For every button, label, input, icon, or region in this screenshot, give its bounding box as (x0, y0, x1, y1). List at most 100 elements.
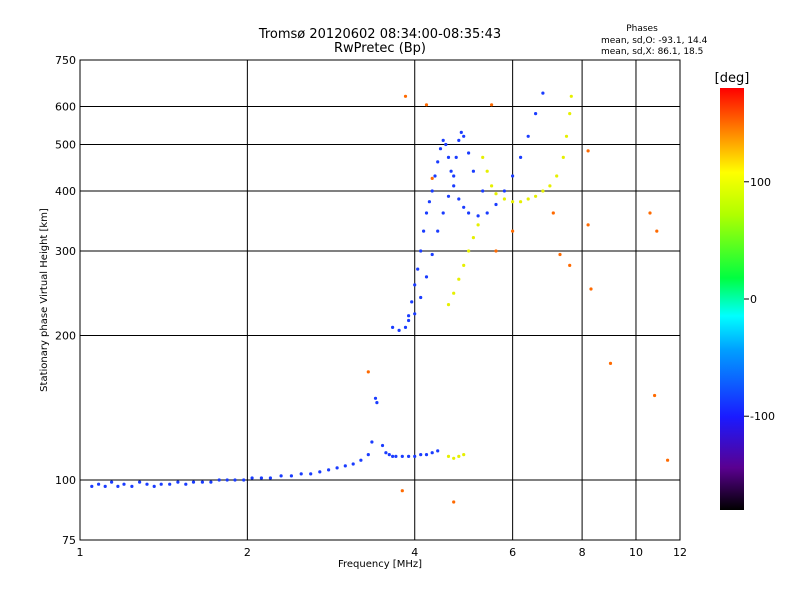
data-point (268, 476, 272, 480)
data-point (413, 312, 417, 316)
data-point (413, 454, 417, 458)
data-point (564, 134, 569, 138)
stats-heading: Phases (626, 24, 658, 34)
y-tick-label: 75 (62, 534, 76, 547)
data-point (259, 476, 263, 480)
data-point (299, 472, 303, 476)
x-axis-label: Frequency [MHz] (338, 559, 422, 570)
data-point (446, 194, 451, 198)
data-point (403, 325, 408, 329)
plot-frame (79, 59, 681, 541)
data-point (335, 466, 339, 470)
data-point (138, 480, 142, 484)
data-point (444, 142, 448, 147)
data-point (176, 480, 180, 484)
data-point (454, 155, 458, 159)
data-point (438, 147, 443, 151)
data-point (309, 472, 313, 476)
data-point (494, 192, 498, 196)
data-point (555, 174, 559, 178)
data-point (457, 454, 461, 458)
y-tick-label: 750 (55, 54, 76, 67)
data-point (410, 300, 414, 304)
data-point (419, 453, 423, 457)
data-point (391, 454, 395, 458)
data-point (476, 223, 480, 227)
grid (80, 60, 680, 540)
data-point (209, 480, 213, 484)
colorbar-tick-label: 0 (750, 293, 757, 306)
colorbar-ticks: 100 0 -100 (744, 176, 775, 423)
data-point (459, 130, 463, 134)
data-point (569, 94, 573, 98)
data-point (586, 149, 590, 153)
data-point (551, 211, 555, 215)
data-point (494, 202, 498, 207)
data-point (586, 223, 590, 227)
data-point (419, 295, 423, 300)
colorbar (720, 88, 744, 510)
data-point (457, 277, 461, 281)
data-point (471, 169, 475, 173)
data-point (384, 451, 388, 455)
data-point (608, 361, 613, 365)
data-point (561, 155, 565, 159)
data-point (366, 370, 370, 374)
data-point (394, 454, 398, 458)
x-tick-label: 1 (77, 546, 84, 559)
data-point (666, 458, 670, 462)
data-point (548, 184, 552, 188)
data-point (476, 214, 480, 218)
data-point (373, 396, 378, 400)
data-point (424, 453, 429, 457)
data-point (433, 174, 437, 178)
data-point (436, 229, 440, 233)
data-point (200, 480, 204, 484)
data-point (122, 482, 126, 486)
data-point (510, 229, 515, 233)
data-point (375, 401, 379, 405)
data-point (343, 464, 347, 468)
data-point (184, 482, 188, 486)
data-point (217, 478, 221, 482)
data-point (534, 112, 538, 116)
y-tick-label: 100 (55, 474, 76, 487)
data-point (430, 176, 434, 180)
data-point (168, 482, 172, 486)
data-point (407, 314, 411, 318)
data-point (436, 160, 440, 164)
colorbar-label: [deg] (715, 71, 750, 86)
data-point (318, 470, 322, 474)
data-point (485, 211, 489, 215)
data-point (233, 478, 237, 482)
data-point (510, 200, 515, 204)
data-point (427, 200, 431, 204)
data-point (446, 454, 451, 458)
data-point (430, 451, 434, 455)
data-point (494, 249, 498, 253)
data-point (366, 453, 370, 457)
y-tick-label: 500 (55, 139, 76, 152)
data-point (519, 155, 523, 159)
data-point (407, 318, 411, 323)
data-point (462, 134, 466, 138)
data-point (351, 462, 355, 466)
data-point (655, 229, 659, 233)
data-point (457, 197, 461, 201)
data-point (481, 189, 485, 193)
data-point (400, 489, 404, 493)
data-point (510, 174, 515, 178)
data-point (589, 287, 593, 291)
data-point (424, 211, 429, 215)
data-point (400, 454, 404, 458)
data-points (90, 91, 670, 504)
chart-subtitle: RwPretec (Bp) (334, 41, 426, 56)
data-point (541, 189, 545, 193)
data-point (130, 484, 134, 488)
data-point (467, 151, 471, 155)
data-point (526, 197, 530, 201)
x-tick-label: 10 (629, 546, 643, 559)
data-point (446, 303, 451, 307)
